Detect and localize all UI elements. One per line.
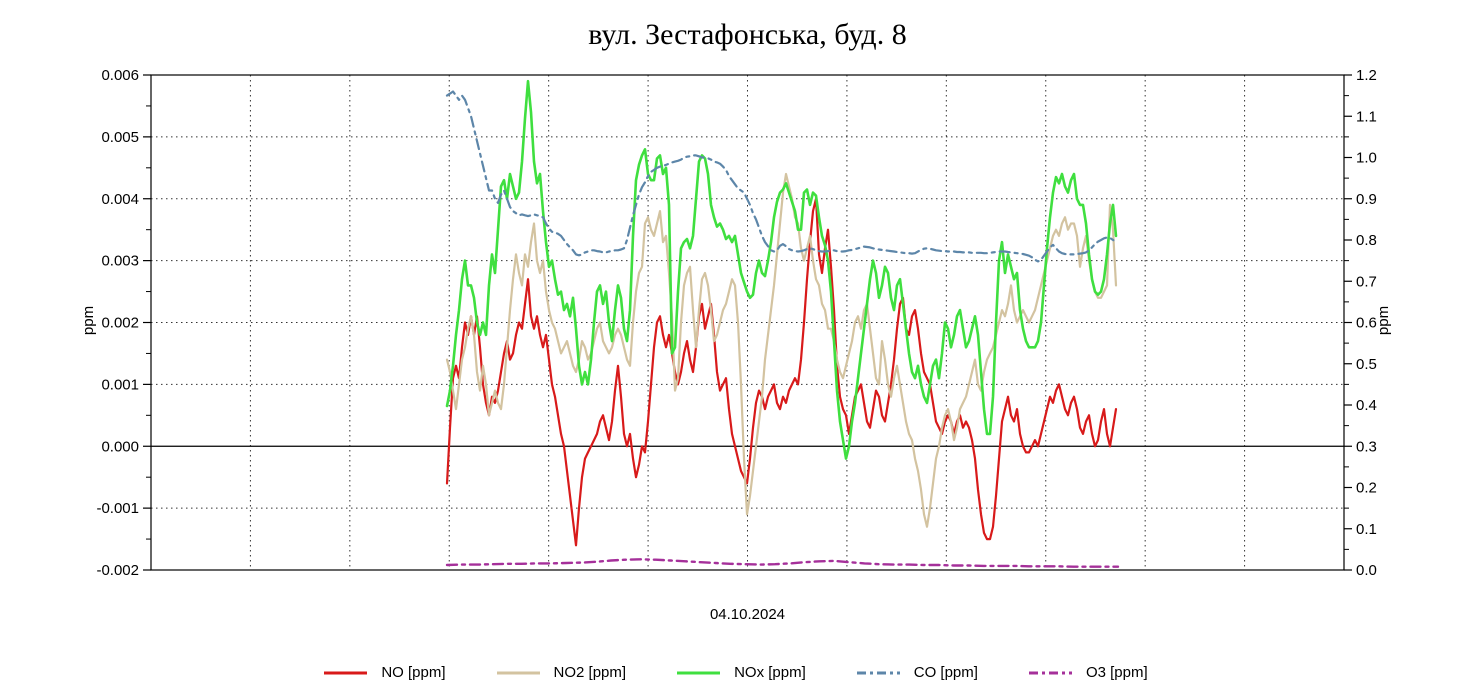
left-tick-label: 0.002 bbox=[101, 315, 139, 332]
right-tick-label: 0.0 bbox=[1356, 562, 1377, 579]
right-tick-label: 0.1 bbox=[1356, 521, 1377, 538]
right-tick-label: 1.1 bbox=[1356, 108, 1377, 125]
data-series bbox=[445, 79, 1120, 568]
right-tick-label: 1.0 bbox=[1356, 150, 1377, 167]
left-tick-label: -0.002 bbox=[96, 562, 139, 579]
legend-line-sample bbox=[856, 671, 900, 674]
legend-item-no2: NO2 [ppm] bbox=[496, 664, 627, 681]
legend-line-sample bbox=[677, 671, 721, 674]
legend-item-no: NO [ppm] bbox=[323, 664, 446, 681]
right-tick-label: 0.9 bbox=[1356, 191, 1377, 208]
legend-item-o3: O3 [ppm] bbox=[1028, 664, 1148, 681]
left-tick-label: 0.003 bbox=[101, 253, 139, 270]
axis-tick-labels: 0.006 0.005 0.004 0.003 0.002 0.001 0.000 -0.00… bbox=[96, 67, 1376, 579]
legend-label: O3 [ppm] bbox=[1085, 664, 1148, 681]
left-tick-label: 0.004 bbox=[101, 191, 139, 208]
legend-label: NOx [ppm] bbox=[734, 664, 806, 681]
legend-line-sample bbox=[1028, 671, 1072, 674]
right-tick-label: 0.4 bbox=[1356, 397, 1377, 414]
right-axis-title: ppm bbox=[1375, 305, 1393, 336]
series-line-no2 bbox=[445, 172, 1118, 528]
legend-line-sample bbox=[324, 671, 368, 674]
series-line-no bbox=[445, 197, 1118, 547]
axes bbox=[143, 74, 1352, 571]
right-tick-label: 0.6 bbox=[1356, 315, 1377, 332]
legend-item-co: CO [ppm] bbox=[856, 664, 978, 681]
right-tick-label: 0.2 bbox=[1356, 480, 1377, 497]
series-line-co bbox=[445, 90, 1118, 263]
legend-label: NO [ppm] bbox=[381, 664, 446, 681]
left-tick-label: 0.000 bbox=[101, 438, 139, 455]
right-tick-label: 0.5 bbox=[1356, 356, 1377, 373]
left-tick-label: 0.005 bbox=[101, 129, 139, 146]
legend-label: NO2 [ppm] bbox=[553, 664, 627, 681]
legend-line-sample bbox=[496, 671, 540, 674]
gridlines bbox=[151, 75, 1344, 570]
legend-label: CO [ppm] bbox=[913, 664, 978, 681]
legend: NO [ppm] NO2 [ppm] NOx [ppm] CO [ppm] O3 [pp… bbox=[0, 664, 1471, 681]
series-line-o3 bbox=[445, 558, 1120, 568]
right-tick-label: 0.7 bbox=[1356, 273, 1377, 290]
chart-title: вул. Зестафонська, буд. 8 bbox=[588, 18, 907, 51]
left-tick-label: 0.001 bbox=[101, 376, 139, 393]
legend-item-nox: NOx [ppm] bbox=[676, 664, 806, 681]
right-tick-label: 0.8 bbox=[1356, 232, 1377, 249]
left-tick-label: -0.001 bbox=[96, 500, 139, 517]
left-tick-label: 0.006 bbox=[101, 67, 139, 84]
x-axis-date-label: 04.10.2024 bbox=[709, 606, 786, 623]
series-line-nox bbox=[445, 79, 1118, 460]
right-tick-label: 1.2 bbox=[1356, 67, 1377, 84]
right-tick-label: 0.3 bbox=[1356, 438, 1377, 455]
left-axis-title: ppm bbox=[80, 305, 98, 336]
